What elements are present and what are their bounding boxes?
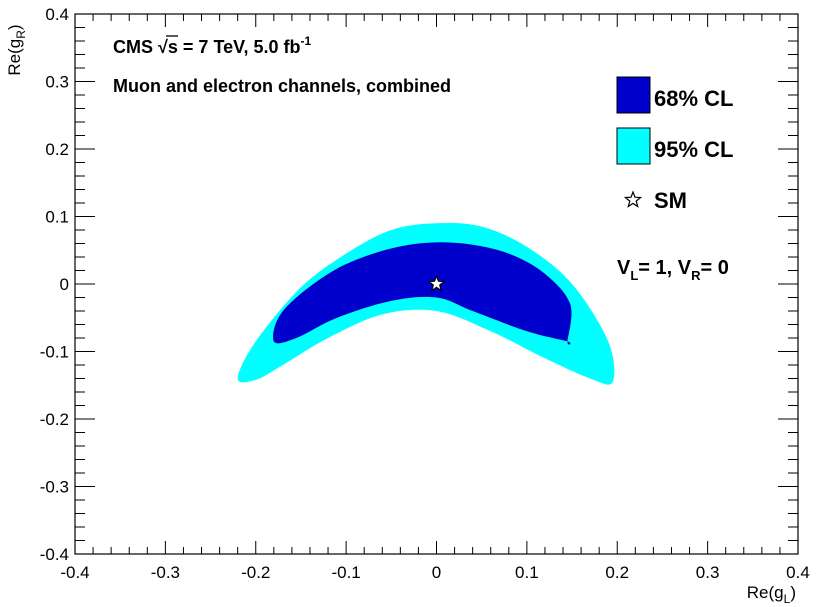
y-axis-title: Re(gR) <box>5 24 28 75</box>
legend-label-sm: SM <box>654 188 687 213</box>
coupling-label: VL= 1, VR= 0 <box>617 257 729 283</box>
sm-marker <box>427 274 446 292</box>
x-tick-label: -0.2 <box>241 563 270 582</box>
y-tick-label: 0.4 <box>45 5 69 24</box>
y-tick-label: 0.2 <box>45 140 69 159</box>
y-tick-label: -0.3 <box>40 478 69 497</box>
legend-star-icon <box>623 190 643 208</box>
y-tick-label: -0.4 <box>40 545 69 564</box>
confidence-regions <box>237 223 615 385</box>
x-tick-label: 0.4 <box>786 563 810 582</box>
channels-label: Muon and electron channels, combined <box>113 76 451 96</box>
legend-label-68: 68% CL <box>654 86 733 111</box>
y-tick-label: 0.1 <box>45 208 69 227</box>
y-tick-label: 0 <box>60 275 69 294</box>
x-axis-title: Re(gL) <box>747 583 796 606</box>
x-tick-label: -0.4 <box>60 563 89 582</box>
y-tick-label: -0.1 <box>40 343 69 362</box>
y-tick-label: 0.3 <box>45 73 69 92</box>
legend-swatch-68 <box>616 76 651 114</box>
x-tick-labels: -0.4 -0.3 -0.2 -0.1 0 0.1 0.2 0.3 0.4 <box>60 563 809 582</box>
sm-star-marker <box>427 274 446 292</box>
x-tick-label: 0.3 <box>696 563 720 582</box>
star-icon <box>623 190 643 208</box>
y-tick-labels: -0.4 -0.3 -0.2 -0.1 0 0.1 0.2 0.3 0.4 <box>40 5 69 564</box>
cms-label: CMS √s = 7 TeV, 5.0 fb-1 <box>113 34 311 57</box>
region-68cl <box>273 242 572 345</box>
x-tick-label: 0 <box>432 563 441 582</box>
legend: 68% CL 95% CL SM <box>616 76 733 213</box>
legend-label-95: 95% CL <box>654 137 733 162</box>
x-tick-label: 0.2 <box>605 563 629 582</box>
y-tick-label: -0.2 <box>40 410 69 429</box>
axis-ticks <box>74 13 799 555</box>
x-tick-label: -0.1 <box>331 563 360 582</box>
legend-swatch-95 <box>616 127 651 165</box>
x-tick-label: -0.3 <box>151 563 180 582</box>
x-tick-label: 0.1 <box>515 563 539 582</box>
